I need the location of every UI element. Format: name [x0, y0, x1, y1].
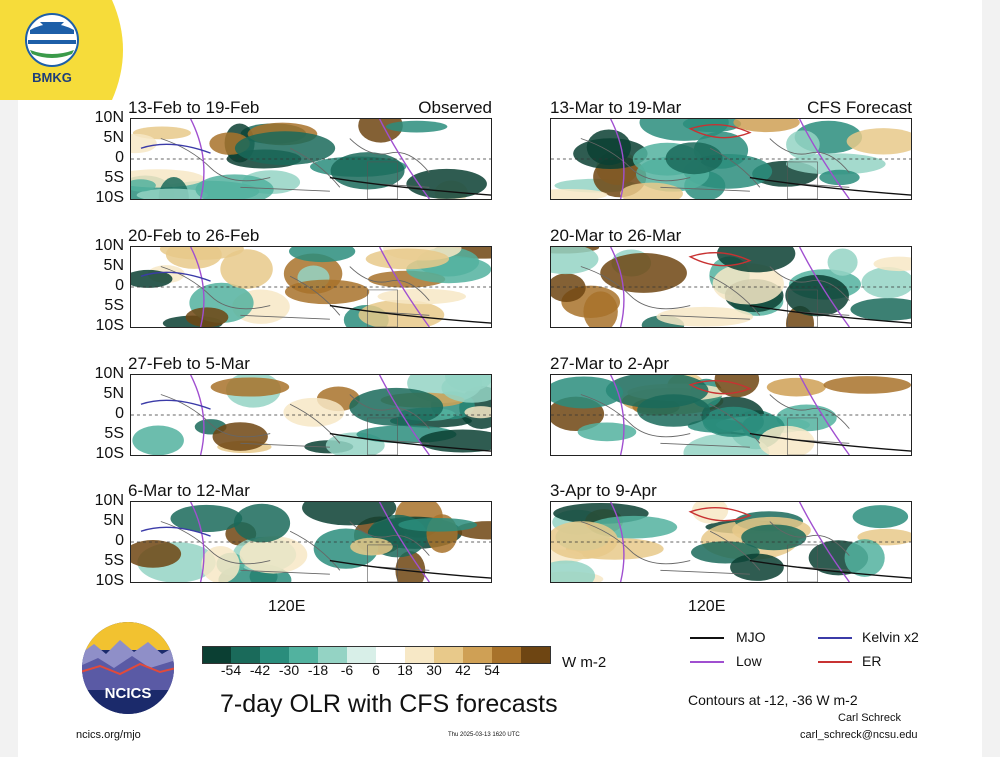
lon-tick-right: 120E: [688, 598, 726, 615]
panel-8-title: 3-Apr to 9-Apr: [550, 481, 657, 500]
source-url: ncics.org/mjo: [76, 729, 141, 741]
lat-tick: 10S: [95, 445, 124, 462]
colorbar-tick: 42: [455, 662, 471, 678]
ncics-logo: NCICS: [82, 622, 174, 714]
legend-kelvin-line: [818, 637, 852, 639]
lat-tick: 5N: [103, 512, 124, 529]
colorbar-cell: [463, 646, 492, 664]
legend-low-label: Low: [736, 653, 762, 669]
timestamp: Thu 2025-03-13 1620 UTC: [448, 732, 520, 738]
colorbar-cell: [202, 646, 232, 664]
lat-tick: 5S: [104, 169, 124, 186]
colorbar-tick: 54: [484, 662, 500, 678]
colorbar-tick: -30: [278, 662, 300, 678]
panel-1-label: Observed: [418, 98, 492, 117]
panel-5-title: 27-Feb to 5-Mar: [128, 354, 250, 373]
colorbar-units: W m-2: [562, 654, 607, 671]
lat-tick: 5N: [103, 257, 124, 274]
colorbar-cell: [434, 646, 463, 664]
olr-map-panel-6: [550, 374, 912, 456]
colorbar-tick: -42: [249, 662, 271, 678]
lat-tick: 0: [115, 405, 124, 422]
contours-note: Contours at -12, -36 W m-2: [688, 692, 858, 708]
colorbar-cell: [318, 646, 347, 664]
lat-tick: 5S: [104, 425, 124, 442]
colorbar-tick: -18: [307, 662, 329, 678]
bmkg-logo: [25, 13, 79, 67]
lat-tick: 10N: [94, 492, 124, 509]
legend-mjo-label: MJO: [736, 629, 766, 645]
legend-er-label: ER: [862, 653, 882, 669]
lat-tick: 0: [115, 277, 124, 294]
lat-tick: 5S: [104, 552, 124, 569]
lat-tick: 0: [115, 532, 124, 549]
lat-tick: 10S: [95, 317, 124, 334]
lat-tick: 10S: [95, 572, 124, 589]
olr-map-panel-7: [130, 501, 492, 583]
panel-3-title: 20-Feb to 26-Feb: [128, 226, 260, 245]
lat-tick: 0: [115, 149, 124, 166]
colorbar-cell: [260, 646, 289, 664]
legend-low-line: [690, 661, 724, 663]
lat-tick: 5N: [103, 129, 124, 146]
ncics-logo-text: NCICS: [105, 685, 152, 702]
lat-tick: 10S: [95, 189, 124, 206]
colorbar-cell: [289, 646, 318, 664]
legend-kelvin-label: Kelvin x2: [862, 629, 919, 645]
colorbar-tick: -54: [220, 662, 242, 678]
panel-1-title: 13-Feb to 19-Feb: [128, 98, 260, 117]
bmkg-badge: BMKG: [0, 0, 123, 100]
lon-tick-left: 120E: [268, 598, 306, 615]
olr-map-panel-2: [550, 118, 912, 200]
legend-mjo-line: [690, 637, 724, 639]
olr-map-panel-1: [130, 118, 492, 200]
olr-map-panel-5: [130, 374, 492, 456]
author-name: Carl Schreck: [838, 712, 901, 724]
colorbar-tick: 30: [426, 662, 442, 678]
colorbar-cell: [492, 646, 521, 664]
figure-title: 7-day OLR with CFS forecasts: [220, 690, 558, 718]
colorbar-cell: [376, 646, 405, 664]
olr-map-panel-8: [550, 501, 912, 583]
lat-tick: 5N: [103, 385, 124, 402]
panel-2-label: CFS Forecast: [807, 98, 912, 117]
colorbar-tick: -6: [340, 662, 354, 678]
colorbar-cell: [521, 646, 551, 664]
legend-er-line: [818, 661, 852, 663]
panel-7-title: 6-Mar to 12-Mar: [128, 481, 250, 500]
olr-map-panel-3: [130, 246, 492, 328]
panel-4-title: 20-Mar to 26-Mar: [550, 226, 682, 245]
colorbar-tick: 6: [372, 662, 380, 678]
lat-tick: 10N: [94, 109, 124, 126]
panel-6-title: 27-Mar to 2-Apr: [550, 354, 670, 373]
lat-tick: 5S: [104, 297, 124, 314]
lat-tick: 10N: [94, 237, 124, 254]
author-email: carl_schreck@ncsu.edu: [800, 729, 918, 741]
olr-map-panel-4: [550, 246, 912, 328]
colorbar-cell: [347, 646, 376, 664]
lat-tick: 10N: [94, 365, 124, 382]
panel-2-title: 13-Mar to 19-Mar: [550, 98, 682, 117]
colorbar-tick: 18: [397, 662, 413, 678]
bmkg-label: BMKG: [32, 70, 72, 85]
colorbar-cell: [405, 646, 434, 664]
colorbar-cell: [231, 646, 260, 664]
